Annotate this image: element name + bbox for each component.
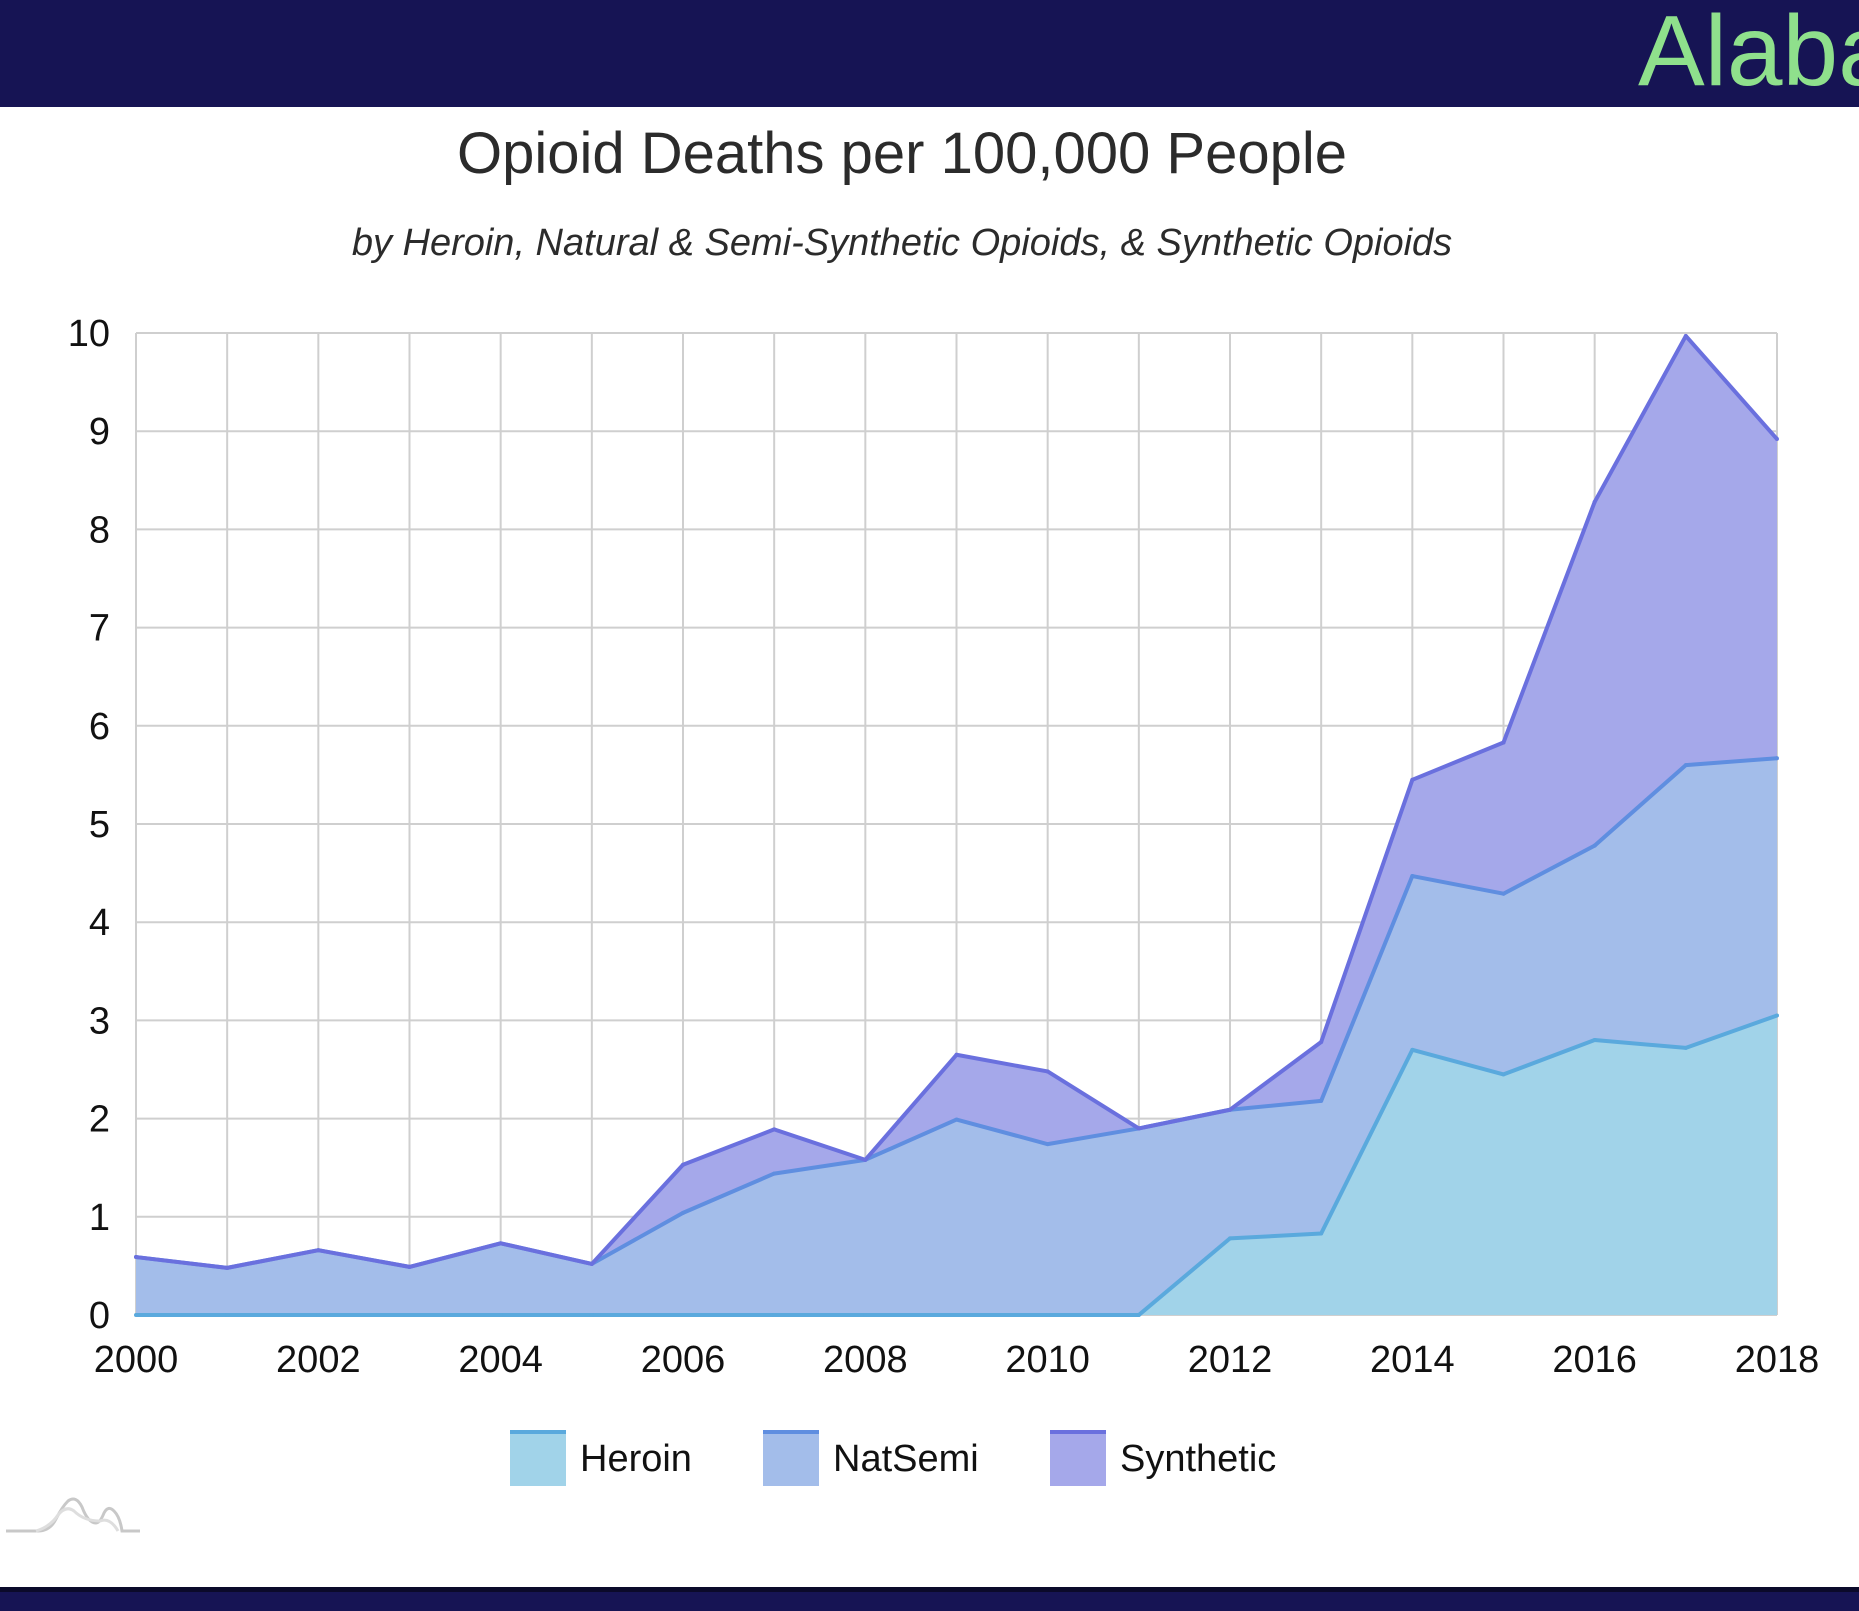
- data-point-heroin-2000: [134, 1313, 138, 1317]
- data-point-synthetic-2014: [1410, 777, 1415, 782]
- series-area-heroin: [136, 1015, 1777, 1315]
- y-tick-label: 0: [89, 1295, 110, 1337]
- legend-swatch-line-heroin: [510, 1430, 566, 1434]
- watermark-logo-icon: [6, 1497, 140, 1533]
- data-point-synthetic-2001: [225, 1265, 230, 1270]
- series-areas: [136, 335, 1777, 1315]
- x-tick-label: 2002: [276, 1339, 361, 1381]
- y-tick-label: 4: [89, 902, 110, 944]
- x-tick-label: 2010: [1005, 1339, 1090, 1381]
- legend-label-natsemi: NatSemi: [833, 1438, 979, 1480]
- y-tick-label: 1: [89, 1197, 110, 1239]
- x-tick-label: 2000: [94, 1339, 179, 1381]
- legend: Heroin NatSemi Synthetic: [510, 1430, 1276, 1486]
- axis-tick-labels: 0 1 2 3 4 5 6 7 8 9 10 2000 2002 2004 2006 2008 2010 2012…: [68, 313, 1820, 1381]
- data-point-synthetic-2008: [863, 1157, 868, 1162]
- legend-item-heroin[interactable]: Heroin: [510, 1430, 692, 1486]
- data-point-synthetic-2009: [954, 1052, 959, 1057]
- series-area-synthetic: [136, 335, 1777, 1268]
- x-tick-label: 2018: [1735, 1339, 1820, 1381]
- x-tick-label: 2016: [1552, 1339, 1637, 1381]
- series-area-natsemi: [136, 758, 1777, 1315]
- chart-title: Opioid Deaths per 100,000 People: [457, 121, 1347, 186]
- data-point-synthetic-2000: [134, 1255, 138, 1260]
- data-point-heroin-2011: [1136, 1313, 1141, 1317]
- data-point-natsemi-2007: [772, 1171, 777, 1176]
- x-tick-label: 2014: [1370, 1339, 1455, 1381]
- data-point-natsemi-2017: [1683, 763, 1688, 768]
- y-tick-label: 7: [89, 608, 110, 650]
- legend-label-synthetic: Synthetic: [1120, 1438, 1276, 1480]
- data-point-synthetic-2003: [407, 1264, 412, 1269]
- data-point-heroin-2013: [1319, 1231, 1324, 1236]
- legend-swatch-line-natsemi: [763, 1430, 819, 1434]
- data-point-heroin-2001: [225, 1313, 230, 1317]
- data-point-heroin-2014: [1410, 1047, 1415, 1052]
- data-point-natsemi-2013: [1319, 1098, 1324, 1103]
- y-tick-label: 3: [89, 1000, 110, 1042]
- data-point-synthetic-2017: [1683, 333, 1688, 338]
- legend-item-synthetic[interactable]: Synthetic: [1050, 1430, 1276, 1486]
- data-point-heroin-2015: [1501, 1072, 1506, 1077]
- data-point-synthetic-2010: [1045, 1069, 1050, 1074]
- data-point-heroin-2002: [316, 1313, 321, 1317]
- data-point-synthetic-2016: [1592, 499, 1597, 504]
- data-point-synthetic-2005: [589, 1261, 594, 1266]
- y-tick-label: 6: [89, 706, 110, 748]
- data-point-heroin-2016: [1592, 1038, 1597, 1043]
- data-point-heroin-2008: [863, 1313, 868, 1317]
- legend-swatch-synthetic: [1050, 1430, 1106, 1486]
- data-point-natsemi-2006: [681, 1210, 685, 1215]
- data-point-synthetic-2007: [772, 1127, 777, 1132]
- chart-subtitle: by Heroin, Natural & Semi-Synthetic Opio…: [352, 222, 1452, 264]
- legend-swatch-line-synthetic: [1050, 1430, 1106, 1434]
- data-point-natsemi-2018: [1775, 756, 1779, 761]
- y-tick-label: 10: [68, 313, 110, 355]
- data-point-synthetic-2002: [316, 1248, 321, 1253]
- data-point-natsemi-2014: [1410, 874, 1415, 879]
- data-point-natsemi-2009: [954, 1117, 959, 1122]
- data-point-synthetic-2012: [1228, 1107, 1232, 1112]
- data-point-natsemi-2010: [1045, 1142, 1050, 1147]
- y-tick-label: 8: [89, 509, 110, 551]
- legend-swatch-heroin: [510, 1430, 566, 1486]
- data-point-synthetic-2018: [1775, 437, 1779, 442]
- data-point-synthetic-2015: [1501, 740, 1506, 745]
- data-point-heroin-2003: [407, 1313, 412, 1317]
- data-point-heroin-2005: [589, 1313, 594, 1317]
- data-point-heroin-2012: [1228, 1236, 1232, 1241]
- data-point-synthetic-2011: [1136, 1126, 1141, 1131]
- bottom-bar: [0, 1592, 1859, 1611]
- data-point-synthetic-2013: [1319, 1040, 1324, 1045]
- data-point-heroin-2017: [1683, 1045, 1688, 1050]
- data-point-heroin-2010: [1045, 1313, 1050, 1317]
- data-point-synthetic-2004: [498, 1241, 503, 1246]
- x-tick-label: 2004: [458, 1339, 543, 1381]
- x-tick-label: 2008: [823, 1339, 908, 1381]
- data-point-heroin-2004: [498, 1313, 503, 1317]
- data-point-heroin-2006: [681, 1313, 685, 1317]
- bottom-bar-edge: [0, 1587, 1859, 1592]
- data-point-synthetic-2006: [681, 1162, 685, 1167]
- banner-title: Alaba: [1638, 0, 1859, 107]
- y-tick-label: 9: [89, 411, 110, 453]
- x-tick-label: 2012: [1188, 1339, 1273, 1381]
- stacked-area-chart: Opioid Deaths per 100,000 People by Hero…: [6, 121, 1820, 1533]
- x-tick-label: 2006: [641, 1339, 726, 1381]
- legend-item-natsemi[interactable]: NatSemi: [763, 1430, 979, 1486]
- top-banner: Alaba: [0, 0, 1859, 107]
- legend-swatch-natsemi: [763, 1430, 819, 1486]
- data-point-heroin-2018: [1775, 1013, 1779, 1018]
- series-lines: [134, 333, 1779, 1317]
- y-tick-label: 5: [89, 804, 110, 846]
- data-point-natsemi-2016: [1592, 843, 1597, 848]
- legend-label-heroin: Heroin: [580, 1438, 692, 1480]
- y-tick-label: 2: [89, 1099, 110, 1141]
- data-point-natsemi-2015: [1501, 891, 1506, 896]
- data-point-heroin-2009: [954, 1313, 959, 1317]
- data-point-heroin-2007: [772, 1313, 777, 1317]
